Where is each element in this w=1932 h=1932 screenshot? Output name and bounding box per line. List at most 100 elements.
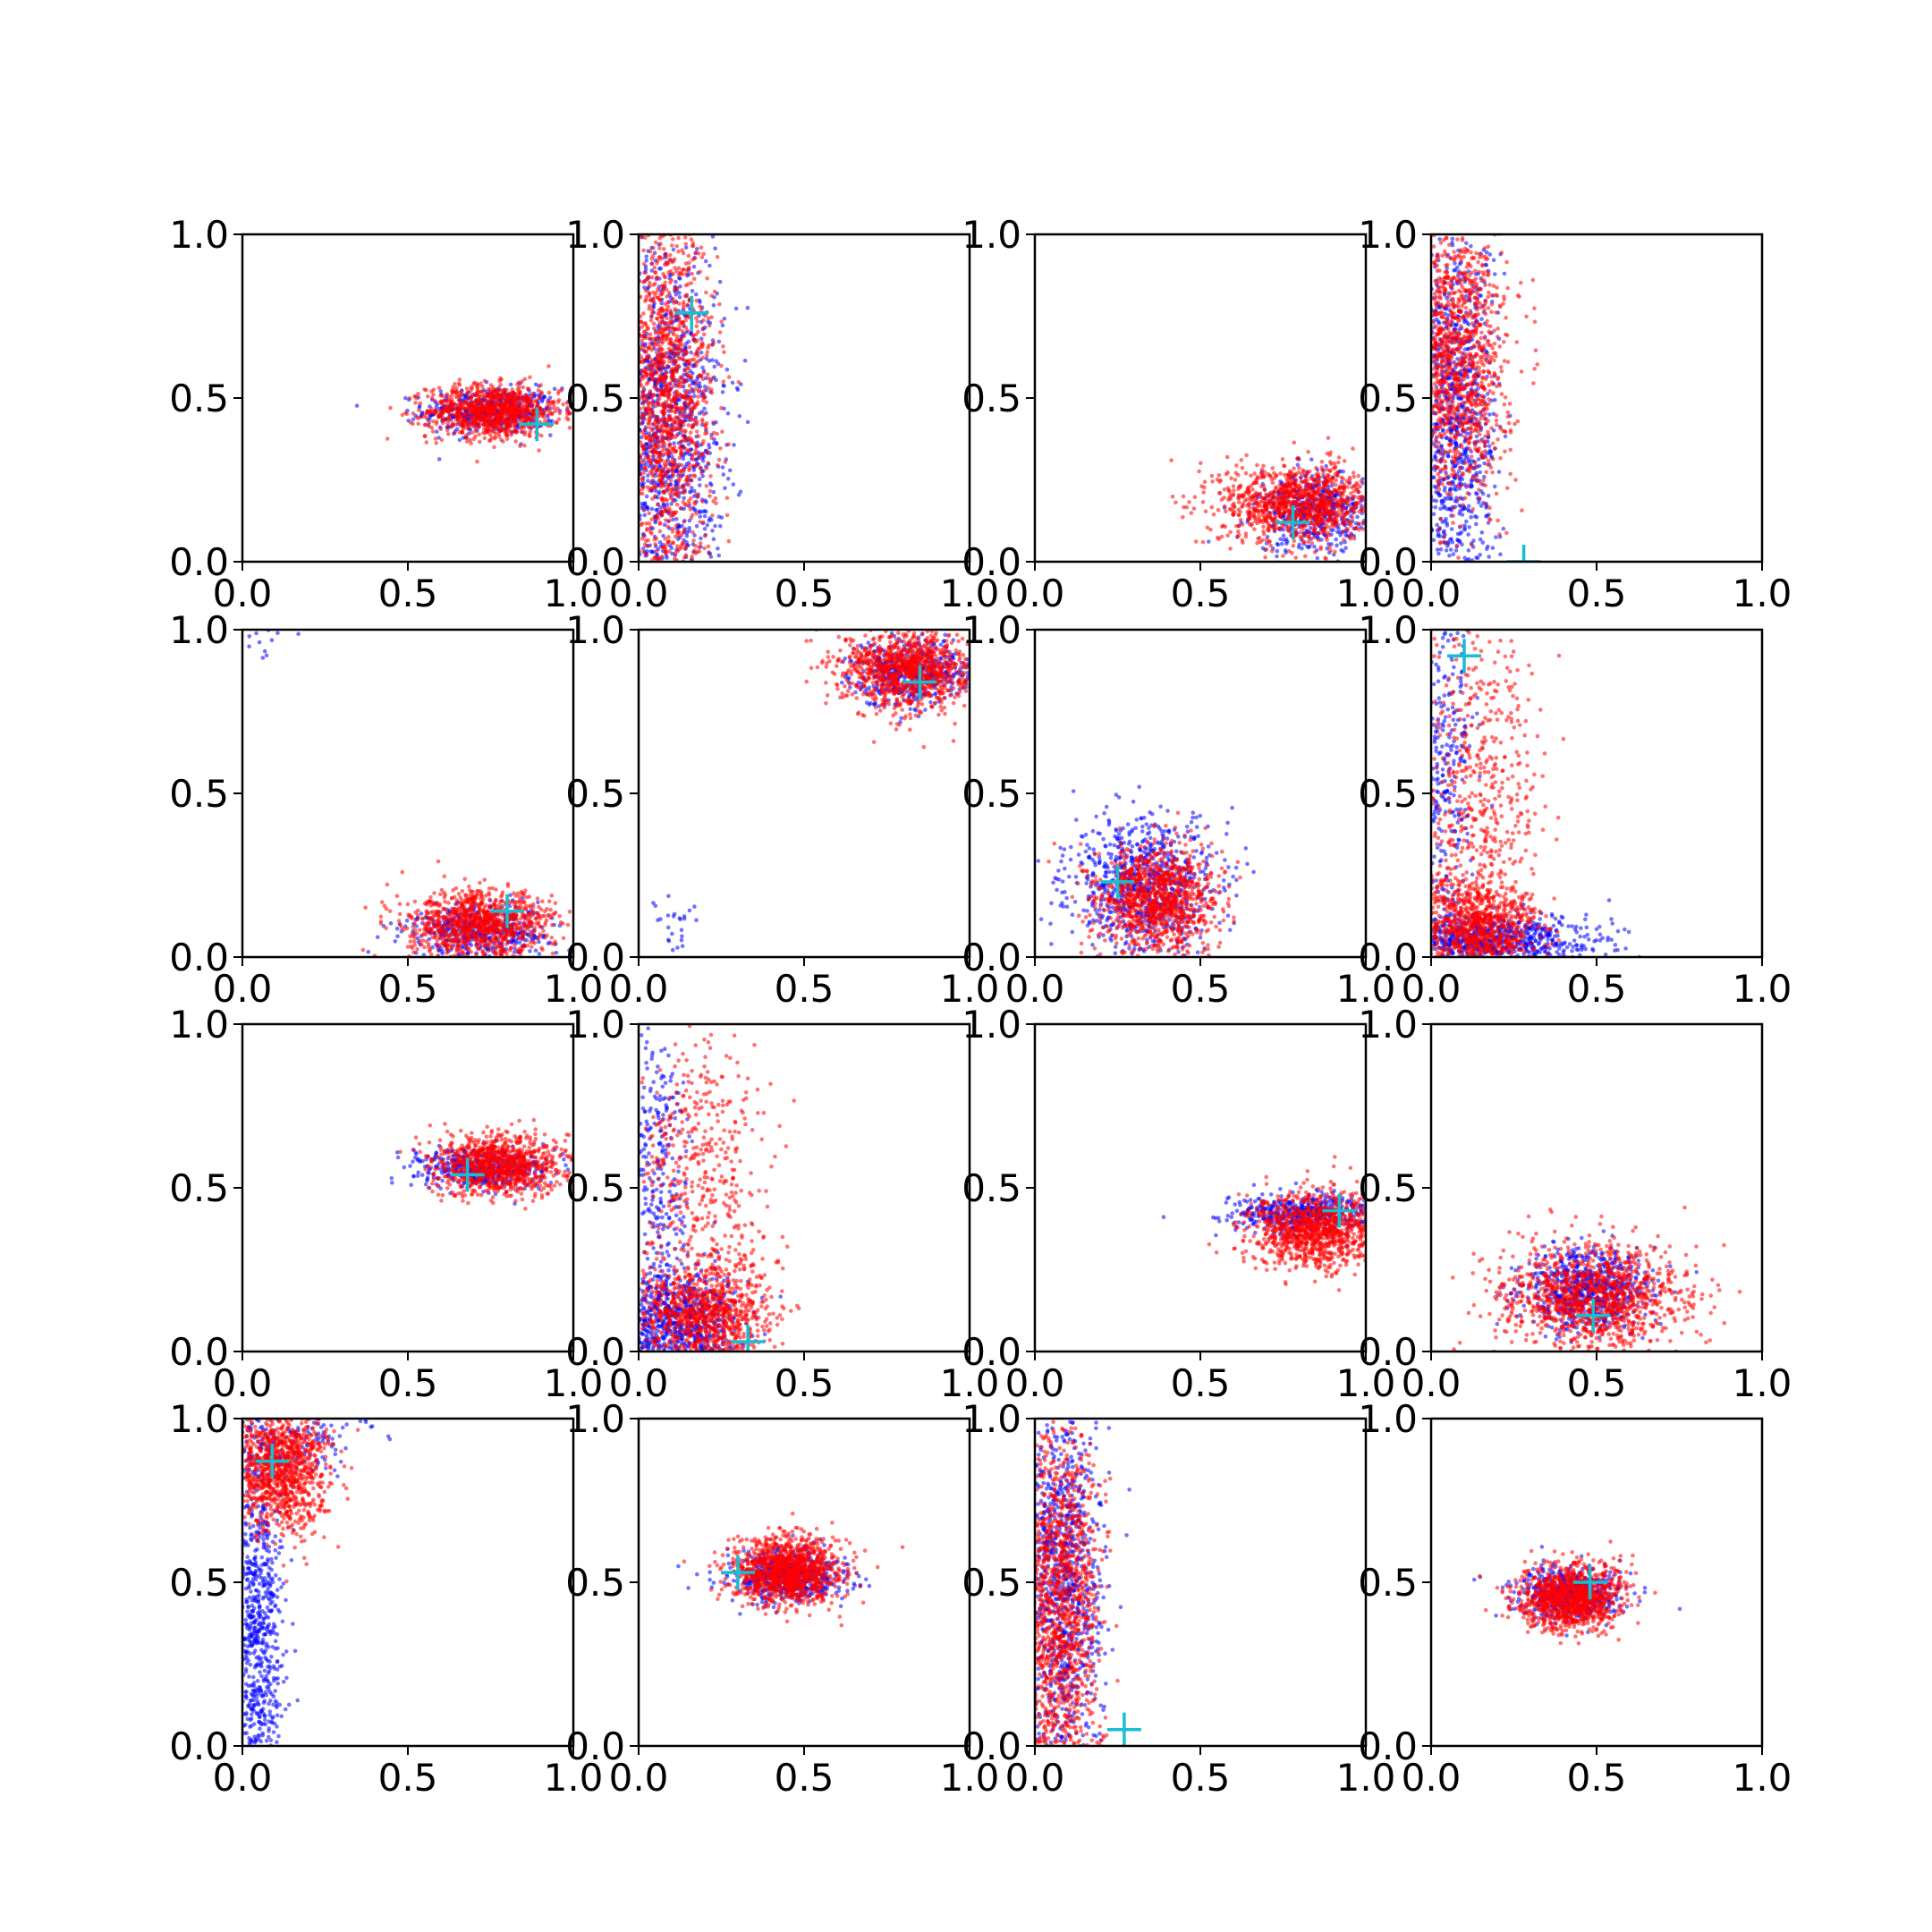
scatter-point	[440, 394, 445, 399]
scatter-point	[662, 418, 667, 422]
scatter-point	[695, 349, 699, 353]
scatter-point	[700, 365, 705, 370]
scatter-point	[682, 489, 688, 495]
scatter-point	[453, 422, 458, 428]
scatter-point	[416, 421, 421, 427]
scatter-point	[680, 411, 685, 417]
scatter-point	[1192, 495, 1198, 499]
scatter-point	[694, 380, 699, 386]
scatter-point	[564, 401, 570, 405]
scatter-point	[704, 509, 708, 514]
scatter-point	[660, 448, 665, 453]
scatter-point	[674, 360, 678, 365]
scatter-point	[674, 469, 679, 473]
scatter-point	[676, 273, 682, 277]
scatter-point	[528, 375, 532, 380]
scatter-point	[672, 441, 676, 445]
scatter-point	[671, 272, 675, 276]
scatter-point	[681, 500, 686, 504]
scatter-point	[665, 259, 671, 265]
scatter-point	[644, 450, 649, 454]
scatter-point	[1262, 474, 1267, 479]
scatter-point	[1340, 530, 1344, 535]
scatter-point	[641, 445, 646, 449]
scatter-point	[659, 326, 665, 331]
scatter-point	[646, 345, 650, 351]
scatter-point	[445, 432, 451, 436]
scatter-point	[1312, 550, 1318, 555]
scatter-point	[1197, 469, 1201, 474]
scatter-point	[716, 547, 720, 551]
scatter-point	[717, 301, 722, 307]
scatter-point	[718, 523, 723, 529]
scatter-point	[705, 350, 710, 355]
scatter-point	[1250, 487, 1255, 492]
scatter-point	[701, 370, 707, 376]
scatter-point	[561, 402, 565, 407]
scatter-points	[639, 234, 750, 562]
scatter-point	[642, 533, 647, 538]
scatter-point	[666, 467, 671, 472]
scatter-point	[1238, 510, 1242, 514]
scatter-point	[1352, 526, 1358, 531]
scatter-point	[677, 275, 682, 281]
scatter-point	[641, 311, 646, 316]
scatter-point	[1268, 498, 1273, 503]
scatter-point	[498, 383, 503, 387]
scatter-point	[685, 314, 691, 318]
scatter-point	[676, 533, 681, 538]
scatter-point	[666, 437, 671, 442]
scatter-point	[692, 451, 698, 456]
scatter-point	[1341, 469, 1345, 474]
scatter-point	[671, 332, 676, 337]
scatter-point	[669, 487, 674, 492]
y-tick-label: 1.0	[565, 213, 625, 257]
scatter-point	[462, 412, 467, 417]
scatter-point	[697, 477, 702, 481]
scatter-point	[1325, 467, 1329, 472]
scatter-point	[698, 300, 702, 305]
scatter-point	[655, 380, 659, 386]
scatter-point	[662, 404, 667, 409]
scatter-point	[1291, 543, 1296, 548]
scatter-point	[658, 347, 664, 352]
scatter-point	[684, 533, 690, 538]
scatter-point	[501, 439, 505, 444]
scatter-point	[690, 453, 695, 459]
scatter-point	[1342, 459, 1347, 463]
scatter-point	[1234, 463, 1239, 468]
scatter-point	[550, 400, 555, 405]
scatter-point	[675, 537, 681, 542]
scatter-point	[728, 468, 733, 473]
scatter-point	[650, 466, 656, 471]
scatter-point	[647, 454, 651, 459]
scatter-point	[695, 494, 700, 499]
scatter-point	[682, 235, 688, 240]
scatter-point	[653, 542, 657, 547]
scatter-point	[725, 476, 731, 481]
scatter-point	[447, 404, 453, 409]
scatter-point	[490, 428, 495, 434]
scatter-point	[673, 435, 677, 440]
scatter-point	[413, 401, 418, 405]
scatter-point	[1264, 547, 1269, 552]
scatter-point	[491, 425, 496, 430]
scatter-point	[674, 268, 679, 274]
scatter-point	[438, 427, 444, 432]
scatter-point	[385, 436, 390, 441]
scatter-point	[538, 394, 542, 399]
scatter-point	[655, 507, 660, 513]
scatter-point	[668, 269, 674, 274]
scatter-point	[541, 395, 546, 400]
scatter-point	[697, 411, 702, 416]
scatter-point	[654, 385, 658, 389]
scatter-point	[566, 409, 571, 414]
scatter-point	[697, 388, 702, 393]
scatter-point	[458, 423, 462, 428]
scatter-point	[474, 390, 479, 395]
scatter-point	[533, 382, 538, 387]
scatter-point	[650, 307, 655, 312]
scatter-point	[1327, 468, 1333, 473]
scatter-point	[657, 377, 662, 382]
scatter-point	[521, 385, 526, 390]
